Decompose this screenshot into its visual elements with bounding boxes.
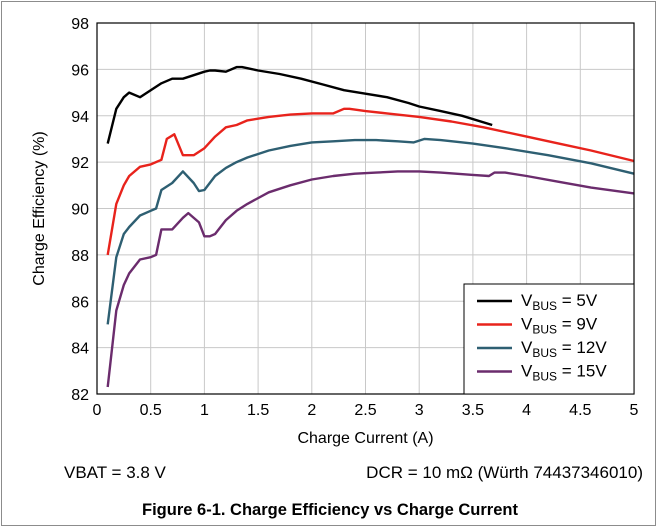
series-line-4 — [106, 170, 635, 388]
y-tick-label: 82 — [71, 387, 89, 404]
y-tick-label: 88 — [71, 248, 89, 265]
y-tick-label: 86 — [71, 294, 89, 311]
x-tick-label: 0 — [93, 402, 102, 419]
y-tick-label: 90 — [71, 202, 89, 219]
x-tick-label: 3 — [415, 402, 424, 419]
x-tick-label: 5 — [630, 402, 639, 419]
y-tick-label: 94 — [71, 109, 89, 126]
x-tick-label: 0.5 — [140, 402, 162, 419]
x-tick-label: 1 — [200, 402, 209, 419]
legend-label: VBUS = 12V — [521, 338, 607, 360]
x-tick-label: 4 — [522, 402, 531, 419]
series-line-2 — [106, 107, 635, 256]
x-tick-label: 1.5 — [247, 402, 269, 419]
x-tick-label: 2.5 — [354, 402, 376, 419]
x-tick-labels: 0 0.5 1 1.5 2 2.5 3 3.5 4 4.5 5 — [93, 402, 639, 419]
x-tick-label: 3.5 — [462, 402, 484, 419]
x-tick-label: 2 — [307, 402, 316, 419]
figure-caption: Figure 6-1. Charge Efficiency vs Charge … — [142, 501, 518, 519]
x-axis-title: Charge Current (A) — [297, 430, 433, 447]
x-tick-label: 4.5 — [569, 402, 591, 419]
vbat-note: VBAT = 3.8 V — [64, 463, 167, 482]
y-axis-title: Charge Efficiency (%) — [31, 131, 48, 285]
legend-label: VBUS = 9V — [521, 315, 598, 337]
y-tick-label: 92 — [71, 155, 89, 172]
legend-box — [463, 283, 635, 395]
legend-label: VBUS = 15V — [521, 362, 607, 384]
legend-label: VBUS = 5V — [521, 291, 598, 313]
series-lines — [106, 65, 635, 388]
series-line-3 — [106, 137, 635, 325]
series-line-1 — [106, 65, 493, 144]
dcr-note: DCR = 10 mΩ (Würth 74437346010) — [366, 463, 643, 482]
y-tick-label: 98 — [71, 16, 89, 33]
y-tick-labels: 82 84 86 88 90 92 94 96 98 — [71, 16, 89, 404]
y-tick-label: 84 — [71, 341, 89, 358]
y-tick-label: 96 — [71, 62, 89, 79]
plot-area-border — [96, 22, 635, 395]
